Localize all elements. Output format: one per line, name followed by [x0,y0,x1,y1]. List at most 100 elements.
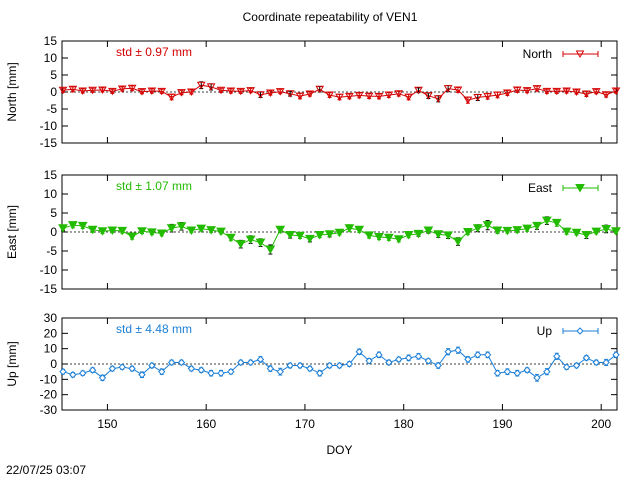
north-data-point [266,89,275,98]
north-marker [236,87,246,96]
north-ytick-label: 15 [44,34,58,48]
north-marker [196,81,206,90]
east-marker [196,224,207,234]
north-data-point [601,91,611,99]
north-data-point [354,91,364,100]
east-legend-label: East [528,181,553,195]
up-data-point [217,369,225,377]
north-marker [384,91,394,100]
east-marker [393,235,404,244]
up-marker [493,369,502,377]
east-marker [601,224,611,234]
up-data-point [464,355,472,364]
north-marker [117,85,127,93]
up-data-point [88,366,97,374]
up-data-point [395,355,403,364]
east-marker [611,227,621,236]
north-data-point [591,88,601,96]
north-marker [582,90,591,99]
north-ytick-label: -10 [40,119,58,133]
east-data-point [226,233,236,243]
up-std-text: std ± 4.48 mm [116,322,192,336]
east-data-point [522,224,532,234]
north-marker [532,85,542,93]
up-marker [316,369,324,377]
up-marker [167,358,176,367]
north-marker [542,87,552,96]
up-data-point [138,371,146,379]
north-marker [98,86,107,94]
footer-timestamp: 22/07/25 03:07 [6,463,86,477]
east-data-point [532,221,542,231]
up-data-point [612,351,620,359]
north-data-point [98,86,107,94]
north-marker [374,92,384,101]
up-marker [148,361,156,370]
up-data-point [335,361,344,370]
north-legend-marker [575,50,585,58]
up-data-point [572,361,581,370]
north-marker [68,85,78,94]
east-marker [561,227,572,237]
east-marker [314,231,325,240]
up-marker [217,369,225,377]
up-marker [98,374,107,382]
north-data-point [552,87,562,96]
east-data-point [305,234,315,244]
up-data-point [543,367,551,376]
xtick-label: 180 [394,417,414,431]
up-data-point [375,351,383,359]
east-data-point [196,224,207,234]
north-data-point [463,96,473,105]
up-marker [69,371,77,379]
up-marker [523,366,531,374]
north-marker [433,95,443,103]
north-data-point [206,83,216,91]
east-marker [127,232,137,242]
east-marker [137,227,147,236]
up-data-point [276,367,284,376]
north-data-point [384,91,394,100]
east-marker [226,233,236,243]
up-data-point [424,357,433,365]
north-marker [137,88,147,96]
up-ytick-label: 30 [44,311,58,325]
up-marker [306,364,314,373]
east-marker [403,231,414,240]
up-data-point [533,373,541,382]
east-marker [532,221,542,231]
up-data-point [118,363,126,371]
north-std-text: std ± 0.97 mm [116,45,192,59]
up-marker [237,358,245,367]
up-data-point [98,374,107,382]
east-data-point [186,226,197,235]
up-marker [108,364,117,373]
east-data-point [542,216,552,226]
east-ytick-label: -15 [40,282,58,296]
north-marker [58,86,68,95]
east-marker [77,221,88,231]
up-marker [335,361,344,370]
up-marker [276,367,284,376]
east-data-point [374,232,384,242]
east-data-point [443,231,453,240]
up-data-point [197,366,205,374]
east-data-point [68,221,78,230]
east-ytick-label: 0 [50,225,57,239]
east-data-point [433,230,444,239]
north-data-point [424,92,433,100]
north-data-point [611,87,621,95]
north-marker [167,93,176,102]
east-data-point [453,237,463,247]
north-data-point [335,93,344,102]
north-marker [493,91,502,100]
north-marker [463,96,473,105]
north-marker [611,87,621,95]
east-marker [305,234,315,244]
east-marker [463,228,473,237]
north-ytick-label: -15 [40,136,58,150]
east-marker [581,231,592,240]
north-marker [216,86,226,95]
xlabel: DOY [326,443,352,457]
up-data-point [187,364,196,373]
